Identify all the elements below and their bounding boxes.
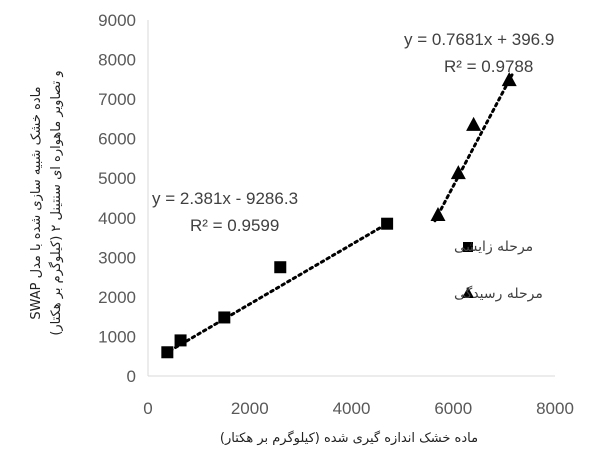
x-tick-label: 6000 — [434, 399, 472, 418]
x-tick-label: 2000 — [231, 399, 269, 418]
axes — [147, 20, 555, 377]
y-tick-label: 6000 — [98, 130, 136, 149]
y-tick-labels: 0 1000 2000 3000 4000 5000 6000 7000 8000 9000 — [98, 11, 136, 386]
y-tick-label: 1000 — [98, 327, 136, 346]
x-tick-labels: 0 2000 4000 6000 8000 — [143, 399, 574, 418]
y-tick-label: 4000 — [98, 209, 136, 228]
legend: مرحله زایشی مرحله رسیدگی — [454, 239, 543, 302]
series-2-equation: y = 0.7681x + 396.9 — [404, 30, 554, 49]
trendlines — [162, 72, 514, 356]
data-points — [161, 72, 517, 359]
series-2-r2: R² = 0.9788 — [444, 57, 533, 76]
y-tick-label: 0 — [127, 367, 136, 386]
x-tick-label: 0 — [143, 399, 152, 418]
x-axis-title: ماده خشک اندازه گیری شده (کیلوگرم بر هکت… — [220, 430, 478, 446]
y-tick-label: 5000 — [98, 169, 136, 188]
y-axis-title-line-2: و تصاویر ماهواره ای سنتینل ۲ (کیلوگرم بر… — [48, 70, 64, 335]
data-point-series-1 — [174, 334, 187, 347]
data-point-series-1 — [218, 311, 231, 324]
x-tick-label: 8000 — [536, 399, 574, 418]
data-point-series-2 — [430, 207, 446, 222]
legend-label-series-2: مرحله رسیدگی — [454, 285, 543, 302]
trendline-series-2 — [433, 72, 514, 223]
y-tick-label: 7000 — [98, 90, 136, 109]
y-tick-label: 3000 — [98, 248, 136, 267]
data-point-series-2 — [501, 72, 517, 87]
series-1-r2: R² = 0.9599 — [190, 216, 279, 235]
legend-square-marker — [463, 242, 473, 252]
series-1-equation: y = 2.381x - 9286.3 — [152, 189, 298, 208]
y-tick-label: 2000 — [98, 288, 136, 307]
y-axis-title-line-1: ماده خشک شبیه سازی شده با مدل SWAP — [29, 86, 44, 319]
data-point-series-1 — [274, 261, 287, 274]
data-point-series-1 — [381, 217, 394, 230]
x-tick-label: 4000 — [333, 399, 371, 418]
y-tick-label: 8000 — [98, 51, 136, 70]
legend-label-series-1: مرحله زایشی — [454, 239, 533, 255]
data-point-series-2 — [466, 116, 482, 131]
y-tick-label: 9000 — [98, 11, 136, 30]
legend-triangle-marker — [462, 287, 474, 298]
y-axis-title: ماده خشک شبیه سازی شده با مدل SWAP و تصا… — [29, 70, 64, 335]
data-point-series-1 — [161, 346, 174, 359]
trendline-series-1 — [162, 220, 392, 356]
data-point-series-2 — [450, 165, 466, 180]
